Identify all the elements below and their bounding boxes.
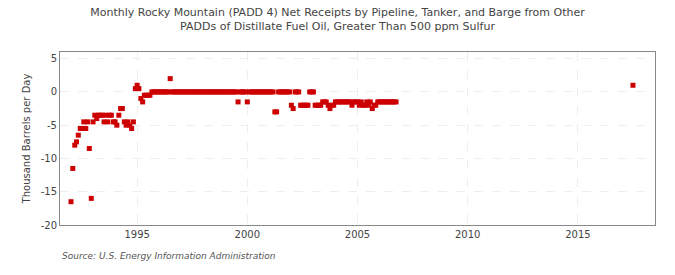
svg-text:2000: 2000: [235, 229, 260, 240]
svg-text:2005: 2005: [345, 229, 370, 240]
svg-text:1995: 1995: [124, 229, 149, 240]
svg-text:Thousand Barrels per Day: Thousand Barrels per Day: [21, 74, 32, 205]
svg-text:-20: -20: [41, 220, 57, 231]
svg-text:5: 5: [51, 53, 57, 64]
svg-text:0: 0: [51, 86, 57, 97]
svg-text:2015: 2015: [565, 229, 590, 240]
svg-text:-10: -10: [41, 153, 57, 164]
svg-text:Source: U.S. Energy Informatio: Source: U.S. Energy Information Administ…: [62, 251, 276, 261]
svg-text:Monthly Rocky Mountain (PADD 4: Monthly Rocky Mountain (PADD 4) Net Rece…: [90, 6, 585, 33]
svg-text:-5: -5: [47, 120, 57, 131]
svg-text:-15: -15: [41, 186, 57, 197]
svg-text:2010: 2010: [455, 229, 480, 240]
